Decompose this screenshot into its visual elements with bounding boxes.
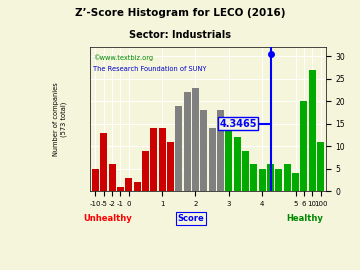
Bar <box>267 164 274 191</box>
Bar <box>184 92 191 191</box>
Bar <box>317 142 324 191</box>
Bar <box>275 169 282 191</box>
Bar <box>175 106 182 191</box>
Bar <box>92 169 99 191</box>
Bar <box>125 178 132 191</box>
Text: Sector: Industrials: Sector: Industrials <box>129 30 231 40</box>
Text: Z’-Score Histogram for LECO (2016): Z’-Score Histogram for LECO (2016) <box>75 8 285 18</box>
Bar <box>217 110 224 191</box>
Bar <box>292 173 299 191</box>
Bar <box>109 164 116 191</box>
Bar <box>134 182 141 191</box>
Bar <box>250 164 257 191</box>
Bar <box>225 119 232 191</box>
Bar <box>258 169 266 191</box>
Bar <box>242 151 249 191</box>
Bar <box>100 133 107 191</box>
Bar <box>192 88 199 191</box>
Text: The Research Foundation of SUNY: The Research Foundation of SUNY <box>93 66 206 72</box>
Bar <box>300 101 307 191</box>
Bar <box>142 151 149 191</box>
Text: 4.3465: 4.3465 <box>219 119 257 129</box>
Text: ©www.textbiz.org: ©www.textbiz.org <box>93 55 153 61</box>
Text: Healthy: Healthy <box>286 214 323 223</box>
Text: Number of companies
(573 total): Number of companies (573 total) <box>53 82 67 156</box>
Text: Score: Score <box>178 214 204 223</box>
Bar <box>309 70 316 191</box>
Bar <box>284 164 291 191</box>
Bar <box>158 128 166 191</box>
Bar <box>200 110 207 191</box>
Bar <box>234 137 241 191</box>
Text: Unhealthy: Unhealthy <box>83 214 132 223</box>
Bar <box>208 128 216 191</box>
Bar <box>167 142 174 191</box>
Bar <box>117 187 124 191</box>
Bar <box>150 128 157 191</box>
